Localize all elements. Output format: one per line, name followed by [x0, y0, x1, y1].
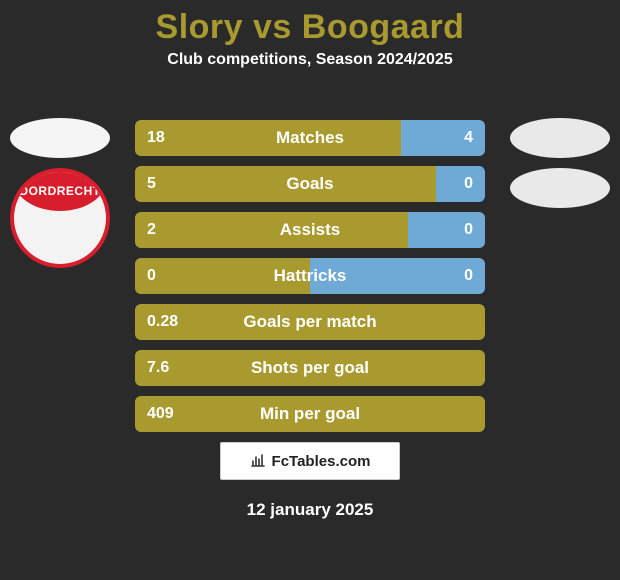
date-label: 12 january 2025 [0, 500, 620, 520]
stat-value-left: 409 [135, 396, 186, 432]
stat-row: 50Goals [135, 166, 485, 202]
page-subtitle: Club competitions, Season 2024/2025 [0, 51, 620, 69]
bar-segment-left [135, 396, 485, 432]
stat-row: 00Hattricks [135, 258, 485, 294]
stat-row: 409Min per goal [135, 396, 485, 432]
stat-value-left: 0.28 [135, 304, 190, 340]
comparison-bars: 184Matches50Goals20Assists00Hattricks0.2… [135, 120, 485, 442]
club-logo-text: DORDRECHT [14, 172, 106, 211]
stat-row: 20Assists [135, 212, 485, 248]
stat-value-right: 0 [452, 212, 485, 248]
stat-value-left: 18 [135, 120, 177, 156]
source-text: FcTables.com [272, 453, 371, 470]
stat-row: 184Matches [135, 120, 485, 156]
chart-icon [250, 452, 266, 471]
source-badge: FcTables.com [220, 442, 400, 480]
bar-track [135, 212, 485, 248]
stat-row: 7.6Shots per goal [135, 350, 485, 386]
bar-track [135, 258, 485, 294]
bar-segment-left [135, 166, 436, 202]
stat-value-left: 5 [135, 166, 168, 202]
stat-value-left: 2 [135, 212, 168, 248]
bar-track [135, 120, 485, 156]
stat-value-right: 0 [452, 166, 485, 202]
bar-segment-left [135, 350, 485, 386]
stat-value-right: 0 [452, 258, 485, 294]
page-title: Slory vs Boogaard [0, 0, 620, 47]
stat-value-right: 4 [452, 120, 485, 156]
stat-value-left: 0 [135, 258, 168, 294]
player-right-avatar [510, 118, 610, 158]
club-logo-right [510, 168, 610, 208]
bar-track [135, 350, 485, 386]
player-left-avatar [10, 118, 110, 158]
bar-track [135, 396, 485, 432]
stat-row: 0.28Goals per match [135, 304, 485, 340]
stat-value-left: 7.6 [135, 350, 181, 386]
bar-segment-left [135, 212, 408, 248]
club-logo-left: DORDRECHT [10, 168, 110, 268]
bar-track [135, 166, 485, 202]
